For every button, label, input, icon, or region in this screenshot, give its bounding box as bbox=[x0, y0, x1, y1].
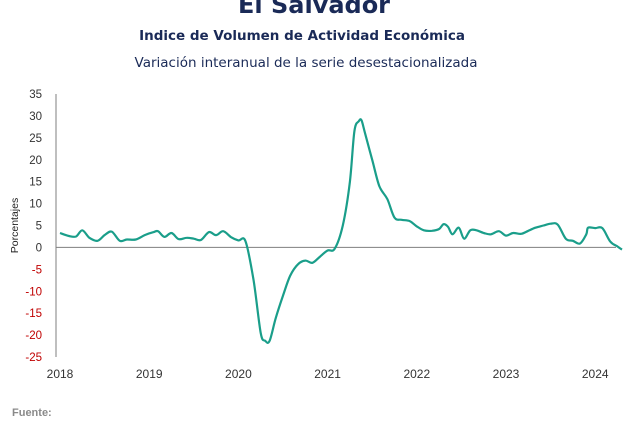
y-axis-label: Porcentajes bbox=[9, 198, 21, 253]
chart-subtitle-secondary: Variación interanual de la serie desesta… bbox=[134, 55, 478, 71]
y-tick-label: 30 bbox=[29, 111, 42, 123]
y-tick-label: 35 bbox=[29, 89, 42, 101]
x-tick-label: 2022 bbox=[403, 367, 430, 381]
y-tick-label: 25 bbox=[29, 133, 42, 145]
x-tick-label: 2023 bbox=[493, 367, 520, 381]
y-tick-label: 15 bbox=[29, 177, 42, 189]
x-tick-label: 2019 bbox=[136, 367, 163, 381]
x-tick-label: 2021 bbox=[314, 367, 341, 381]
y-tick-label: 10 bbox=[29, 199, 42, 211]
x-tick-label: 2024 bbox=[582, 367, 609, 381]
y-tick-label: -5 bbox=[32, 264, 42, 276]
y-tick-labels: 35 30 25 20 15 10 5 0 -5 -10 -15 -20 -25 bbox=[25, 89, 42, 364]
y-tick-label: 0 bbox=[36, 242, 42, 254]
x-tick-label: 2020 bbox=[225, 367, 252, 381]
y-tick-label: 5 bbox=[36, 221, 42, 233]
chart-title: El Salvador bbox=[237, 0, 391, 19]
series-layer bbox=[59, 118, 623, 344]
y-tick-label: -20 bbox=[25, 330, 42, 342]
y-tick-label: -25 bbox=[25, 352, 42, 364]
series-line bbox=[59, 118, 623, 344]
x-tick-label: 2018 bbox=[47, 367, 74, 381]
x-tick-labels: 2018 2019 2020 2021 2022 2023 2024 bbox=[47, 367, 609, 381]
y-tick-label: -15 bbox=[25, 308, 42, 320]
y-tick-label: -10 bbox=[25, 286, 42, 298]
source-label: Fuente: bbox=[12, 407, 52, 419]
chart-subtitle: Indice de Volumen de Actividad Económica bbox=[139, 28, 465, 44]
y-tick-label: 20 bbox=[29, 155, 42, 167]
